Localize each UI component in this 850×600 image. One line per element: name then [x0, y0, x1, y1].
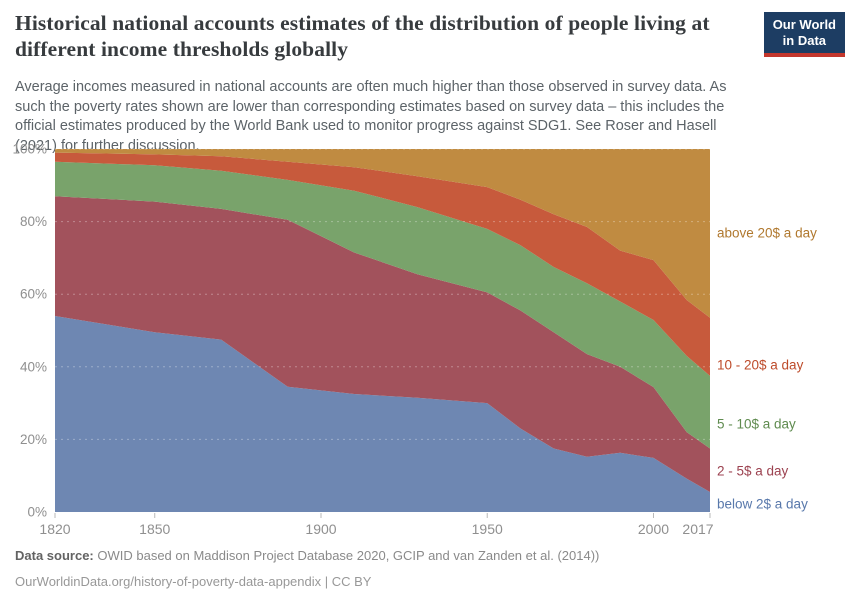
series-label-above-20-a-day: above 20$ a day	[717, 225, 817, 240]
area-below-2-a-day[interactable]	[55, 316, 710, 512]
chart-footer: Data source: OWID based on Maddison Proj…	[15, 543, 599, 595]
x-axis-tick-label: 1850	[139, 521, 170, 537]
data-source-text: OWID based on Maddison Project Database …	[93, 548, 600, 563]
y-axis-tick-label: 80%	[20, 214, 47, 229]
data-source-line: Data source: OWID based on Maddison Proj…	[15, 543, 599, 569]
x-axis-tick-label: 1950	[472, 521, 503, 537]
series-label-2-5-a-day: 2 - 5$ a day	[717, 463, 789, 478]
x-axis-tick-label: 2000	[638, 521, 669, 537]
x-axis-tick-label: 2017	[682, 521, 713, 537]
y-axis-tick-label: 60%	[20, 287, 47, 302]
series-label-5-10-a-day: 5 - 10$ a day	[717, 417, 796, 432]
x-axis-tick-label: 1900	[305, 521, 336, 537]
series-label-below-2-a-day: below 2$ a day	[717, 497, 808, 512]
data-source-label: Data source:	[15, 548, 94, 563]
area-2-5-a-day[interactable]	[55, 196, 710, 492]
y-axis-tick-label: 100%	[12, 142, 47, 157]
owid-logo[interactable]: Our World in Data	[763, 12, 845, 57]
area-10-20-a-day[interactable]	[55, 152, 710, 376]
owid-logo-line1: Our World	[772, 17, 836, 32]
owid-logo-line2: in Data	[782, 33, 827, 48]
page-title: Historical national accounts estimates o…	[15, 11, 710, 61]
area-above-20-a-day[interactable]	[55, 149, 710, 318]
y-axis-tick-label: 0%	[27, 505, 47, 520]
y-axis-tick-label: 20%	[20, 432, 47, 447]
footer-url-line: OurWorldinData.org/history-of-poverty-da…	[15, 574, 372, 589]
series-label-10-20-a-day: 10 - 20$ a day	[717, 357, 804, 372]
area-5-10-a-day[interactable]	[55, 161, 710, 449]
x-axis-tick-label: 1820	[39, 521, 70, 537]
y-axis-tick-label: 40%	[20, 359, 47, 374]
